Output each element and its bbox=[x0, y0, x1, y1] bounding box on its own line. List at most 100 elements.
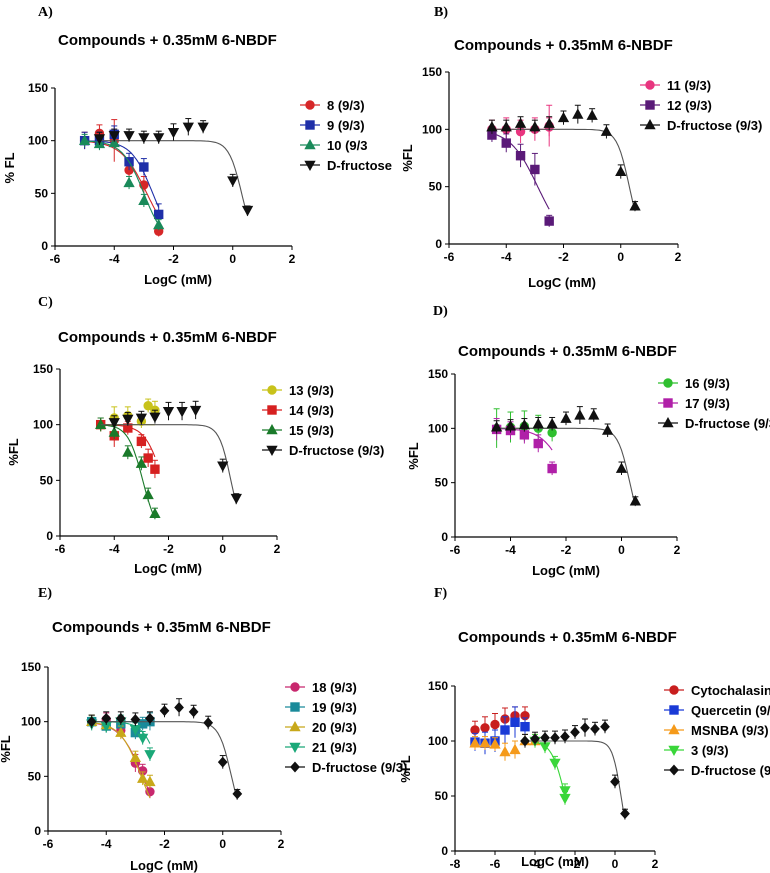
data-point bbox=[479, 737, 491, 748]
legend-item: D-fructose (9/3) bbox=[658, 416, 770, 431]
data-point bbox=[138, 194, 150, 206]
y-axis-label: % FL bbox=[2, 152, 17, 183]
panel-letter: A) bbox=[38, 5, 53, 20]
chart-title: Compounds + 0.35mM 6-NBDF bbox=[454, 37, 673, 54]
x-tick-label: -6 bbox=[490, 857, 501, 871]
data-point bbox=[515, 151, 526, 161]
x-tick-label: -2 bbox=[168, 252, 179, 266]
legend-marker bbox=[305, 100, 315, 110]
data-point bbox=[500, 120, 512, 132]
legend-marker bbox=[669, 705, 679, 715]
y-tick-label: 100 bbox=[428, 734, 448, 748]
series-15 bbox=[95, 417, 161, 520]
data-point bbox=[549, 758, 561, 770]
legend-label: D-fructose (9/3) bbox=[685, 416, 770, 431]
legend-label: 3 (9/3) bbox=[691, 743, 729, 758]
legend-label: 14 (9/3) bbox=[289, 403, 334, 418]
y-tick-label: 50 bbox=[40, 473, 54, 487]
data-point bbox=[514, 117, 527, 128]
panel-letter: E) bbox=[38, 586, 52, 601]
legend-item: 16 (9/3) bbox=[658, 376, 730, 391]
panel-letter: B) bbox=[434, 5, 448, 20]
y-tick-label: 50 bbox=[35, 186, 49, 200]
data-point bbox=[149, 507, 161, 519]
legend-label: 12 (9/3) bbox=[667, 98, 712, 113]
x-tick-label: 2 bbox=[674, 543, 681, 557]
data-point bbox=[572, 108, 584, 119]
data-point bbox=[153, 133, 165, 144]
legend-marker bbox=[267, 385, 277, 395]
legend-label: Cytochalasin B (9/3) bbox=[691, 683, 770, 698]
y-axis-label: %FL bbox=[400, 144, 415, 172]
x-tick-label: -6 bbox=[43, 837, 54, 851]
panel-a: A) Compounds + 0.35mM 6-NBDF 0 50 100 150 -6 -4… bbox=[2, 5, 392, 287]
y-tick-label: 150 bbox=[428, 679, 448, 693]
legend-marker bbox=[645, 100, 655, 110]
data-point bbox=[108, 418, 120, 429]
legend-marker bbox=[668, 745, 680, 757]
legend-marker bbox=[266, 423, 278, 435]
panel-d: D) Compounds + 0.35mM 6-NBDF 0 50 100 150 -6 -4… bbox=[406, 304, 770, 578]
legend-label: D-fructose bbox=[327, 158, 392, 173]
series-d-fructose bbox=[486, 104, 641, 212]
series-d-fructose bbox=[86, 698, 243, 801]
x-tick-label: 0 bbox=[612, 857, 619, 871]
legend-marker bbox=[304, 160, 316, 172]
legend-label: 11 (9/3) bbox=[667, 78, 711, 93]
x-tick-label: 2 bbox=[274, 542, 281, 556]
x-tick-label: 2 bbox=[278, 837, 285, 851]
data-point bbox=[139, 162, 149, 172]
y-tick-label: 150 bbox=[428, 367, 448, 381]
data-point bbox=[115, 726, 127, 737]
series-12 bbox=[487, 127, 554, 227]
y-tick-label: 100 bbox=[28, 134, 48, 148]
chart-title: Compounds + 0.35mM 6-NBDF bbox=[458, 343, 677, 360]
data-point bbox=[574, 409, 586, 420]
panel-e: E) Compounds + 0.35mM 6-NBDF 0 50 100 150 -6 -4… bbox=[0, 586, 407, 873]
data-point bbox=[217, 461, 229, 472]
data-point bbox=[182, 122, 194, 134]
x-tick-label: -8 bbox=[450, 857, 461, 871]
legend-marker bbox=[304, 138, 316, 150]
data-point bbox=[138, 133, 150, 144]
data-point bbox=[546, 417, 558, 429]
data-point bbox=[241, 205, 254, 217]
data-point bbox=[108, 426, 120, 437]
data-point bbox=[530, 164, 540, 175]
x-tick-label: -2 bbox=[159, 837, 170, 851]
data-point bbox=[93, 134, 106, 145]
x-tick-label: -2 bbox=[558, 250, 569, 264]
data-point bbox=[150, 464, 160, 474]
data-point bbox=[108, 136, 120, 148]
data-point bbox=[601, 424, 614, 435]
x-tick-label: 2 bbox=[652, 857, 659, 871]
legend-item: 3 (9/3) bbox=[664, 743, 729, 758]
data-point bbox=[547, 463, 557, 474]
fit-curve bbox=[491, 128, 636, 212]
legend-marker bbox=[663, 378, 673, 388]
y-tick-label: 100 bbox=[21, 715, 41, 729]
y-tick-label: 0 bbox=[41, 239, 48, 253]
chart-title: Compounds + 0.35mM 6-NBDF bbox=[58, 32, 277, 49]
data-point bbox=[153, 218, 165, 230]
panel-f: F) Compounds + 0.35mM 6-NBDF 0 50 100 150 -8 -6… bbox=[398, 586, 770, 871]
fit-curve bbox=[84, 140, 160, 208]
x-tick-label: -4 bbox=[505, 543, 516, 557]
y-tick-label: 50 bbox=[435, 476, 449, 490]
legend-item: 9 (9/3) bbox=[300, 118, 365, 133]
data-point bbox=[137, 772, 149, 783]
fit-curve bbox=[496, 427, 636, 507]
data-point bbox=[588, 409, 600, 420]
data-point bbox=[629, 495, 642, 506]
series-d-fructose bbox=[93, 118, 254, 217]
panel-letter: C) bbox=[38, 295, 53, 310]
data-point bbox=[600, 125, 613, 136]
legend-label: 20 (9/3) bbox=[312, 720, 357, 735]
data-point bbox=[499, 745, 511, 757]
y-tick-label: 100 bbox=[33, 418, 53, 432]
legend-label: 19 (9/3) bbox=[312, 700, 357, 715]
y-axis-label: %FL bbox=[0, 735, 13, 763]
legend-item: D-fructose bbox=[300, 158, 392, 173]
data-point bbox=[629, 200, 641, 211]
legend-item: Quercetin (9/3) bbox=[664, 703, 770, 718]
